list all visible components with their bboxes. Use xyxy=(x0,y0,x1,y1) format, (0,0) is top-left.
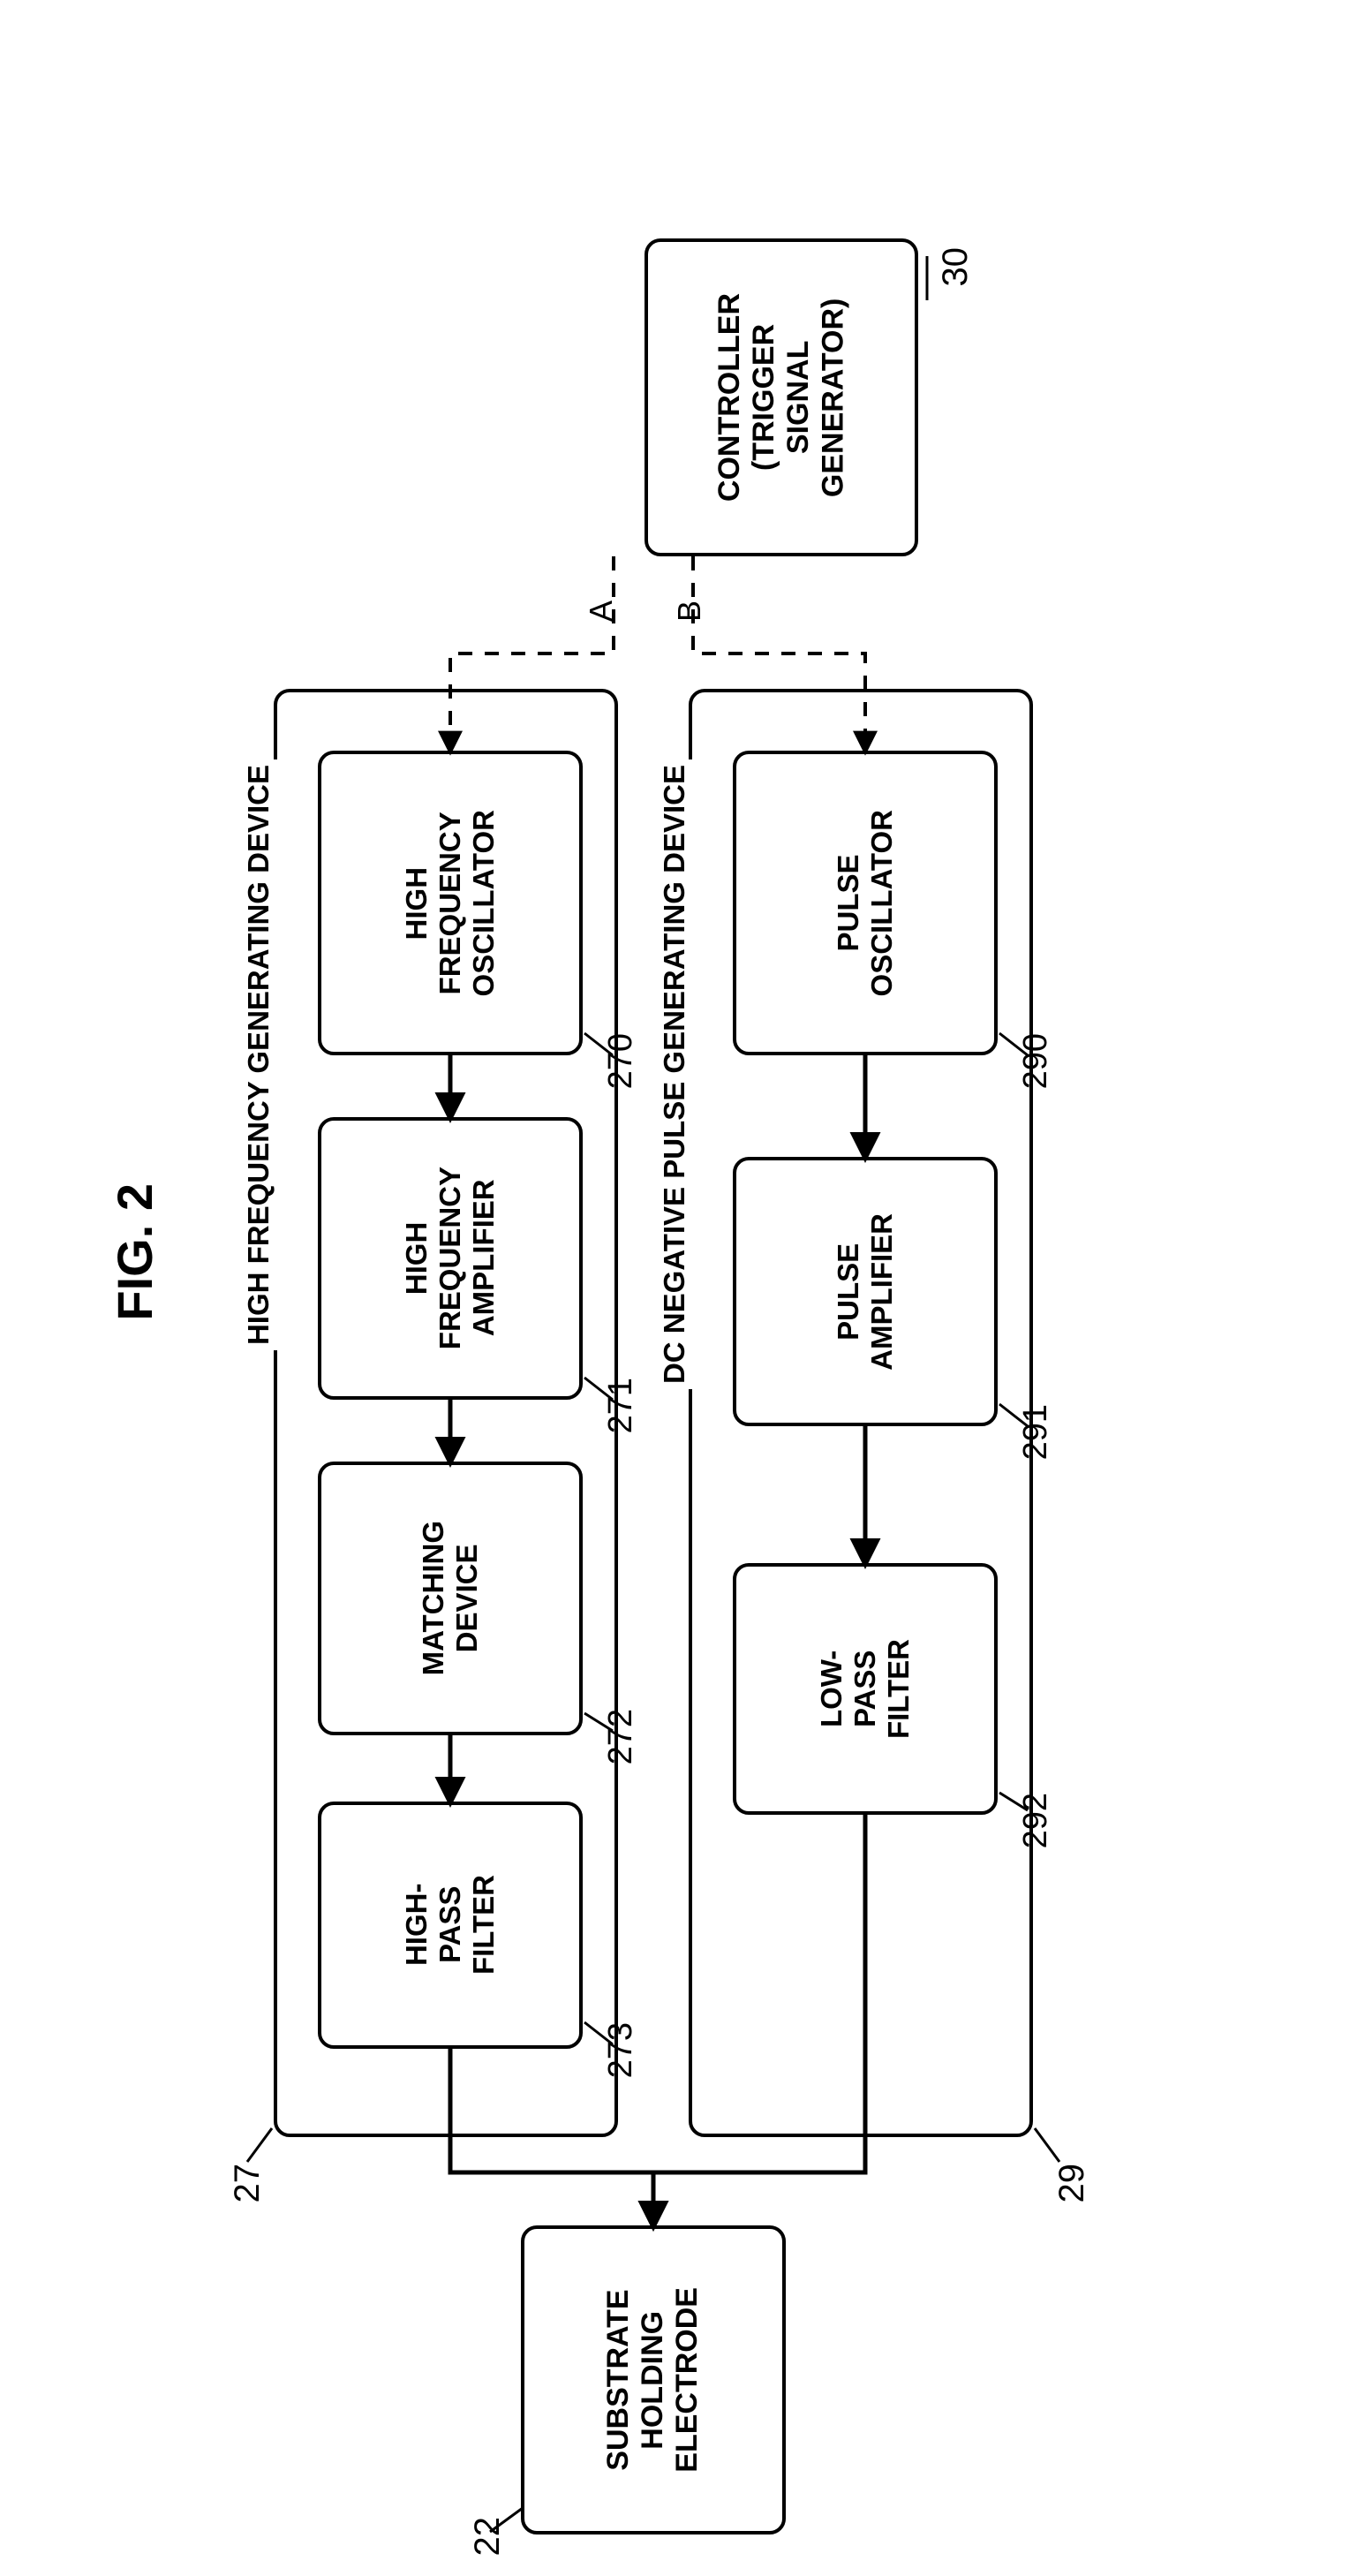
hf-match-ref: 272 xyxy=(602,1709,640,1764)
hf-match-label: MATCHING DEVICE xyxy=(417,1521,484,1675)
hf-matching-box: MATCHING DEVICE xyxy=(318,1462,583,1735)
hf-amp-label: HIGH FREQUENCY AMPLIFIER xyxy=(400,1167,501,1349)
dc-oscillator-box: PULSE OSCILLATOR xyxy=(733,751,998,1055)
dc-amplifier-box: PULSE AMPLIFIER xyxy=(733,1157,998,1426)
hf-amplifier-box: HIGH FREQUENCY AMPLIFIER xyxy=(318,1117,583,1400)
hf-hpf-label: HIGH- PASS FILTER xyxy=(400,1875,501,1975)
dc-osc-label: PULSE OSCILLATOR xyxy=(832,810,899,996)
dc-amp-ref: 291 xyxy=(1017,1404,1055,1460)
electrode-label: SUBSTRATE HOLDING ELECTRODE xyxy=(601,2287,705,2473)
electrode-box: SUBSTRATE HOLDING ELECTRODE xyxy=(521,2225,786,2534)
dc-lpf-ref: 292 xyxy=(1017,1793,1055,1848)
hf-ref: 27 xyxy=(228,2164,268,2203)
dc-lpf-label: LOW- PASS FILTER xyxy=(815,1639,916,1739)
hf-container-label: HIGH FREQUENCY GENERATING DEVICE xyxy=(240,759,277,1350)
hf-amp-ref: 271 xyxy=(602,1378,640,1433)
dc-lpf-box: LOW- PASS FILTER xyxy=(733,1563,998,1815)
hf-hpf-ref: 273 xyxy=(602,2022,640,2078)
figure-2: FIG. 2 CONTROLLER (TRIGGER SIGNAL GENERA… xyxy=(35,35,1337,2541)
controller-label: CONTROLLER (TRIGGER SIGNAL GENERATOR) xyxy=(712,293,850,502)
port-a-label: A xyxy=(583,601,620,622)
figure-title: FIG. 2 xyxy=(106,1183,163,1321)
hf-osc-label: HIGH FREQUENCY OSCILLATOR xyxy=(400,810,501,996)
dc-osc-ref: 290 xyxy=(1017,1033,1055,1089)
dc-ref: 29 xyxy=(1052,2164,1092,2203)
controller-ref: 30 xyxy=(936,247,976,287)
dc-amp-label: PULSE AMPLIFIER xyxy=(832,1213,899,1371)
controller-box: CONTROLLER (TRIGGER SIGNAL GENERATOR) xyxy=(645,238,918,556)
figure-title-text: FIG. 2 xyxy=(107,1183,162,1321)
hf-oscillator-box: HIGH FREQUENCY OSCILLATOR xyxy=(318,751,583,1055)
hf-osc-ref: 270 xyxy=(602,1033,640,1089)
hf-hpf-box: HIGH- PASS FILTER xyxy=(318,1802,583,2049)
port-b-label: B xyxy=(671,601,708,622)
electrode-ref: 22 xyxy=(468,2517,508,2557)
dc-container-label: DC NEGATIVE PULSE GENERATING DEVICE xyxy=(656,759,693,1389)
